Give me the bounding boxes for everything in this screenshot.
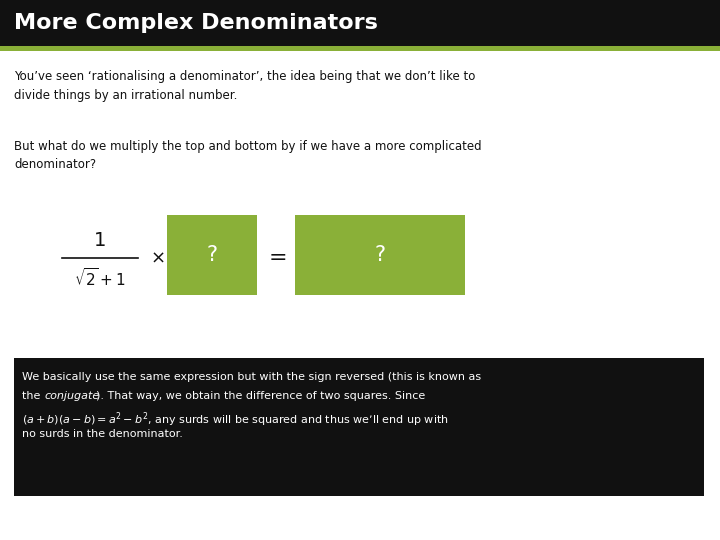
Bar xyxy=(14,358,704,496)
Text: ?: ? xyxy=(374,245,386,265)
Text: But what do we multiply the top and bottom by if we have a more complicated
deno: But what do we multiply the top and bott… xyxy=(14,140,482,172)
Text: 1: 1 xyxy=(94,231,106,249)
Bar xyxy=(167,215,257,295)
Text: $\sqrt{2}+1$: $\sqrt{2}+1$ xyxy=(74,267,126,289)
Text: the: the xyxy=(22,391,44,401)
Text: You’ve seen ‘rationalising a denominator’, the idea being that we don’t like to
: You’ve seen ‘rationalising a denominator… xyxy=(14,70,475,102)
Text: We basically use the same expression but with the sign reversed (this is known a: We basically use the same expression but… xyxy=(22,372,481,382)
Text: conjugate: conjugate xyxy=(44,391,99,401)
Bar xyxy=(0,0,720,46)
Text: $(a+b)(a-b)=a^2-b^2$, any surds will be squared and thus we’ll end up with: $(a+b)(a-b)=a^2-b^2$, any surds will be … xyxy=(22,410,449,429)
Text: =: = xyxy=(269,248,287,268)
Text: ). That way, we obtain the difference of two squares. Since: ). That way, we obtain the difference of… xyxy=(96,391,426,401)
Text: More Complex Denominators: More Complex Denominators xyxy=(14,13,378,33)
Text: $\times$: $\times$ xyxy=(150,249,164,267)
Bar xyxy=(295,215,465,295)
Text: ?: ? xyxy=(207,245,217,265)
Bar xyxy=(0,46,720,51)
Text: no surds in the denominator.: no surds in the denominator. xyxy=(22,429,183,439)
